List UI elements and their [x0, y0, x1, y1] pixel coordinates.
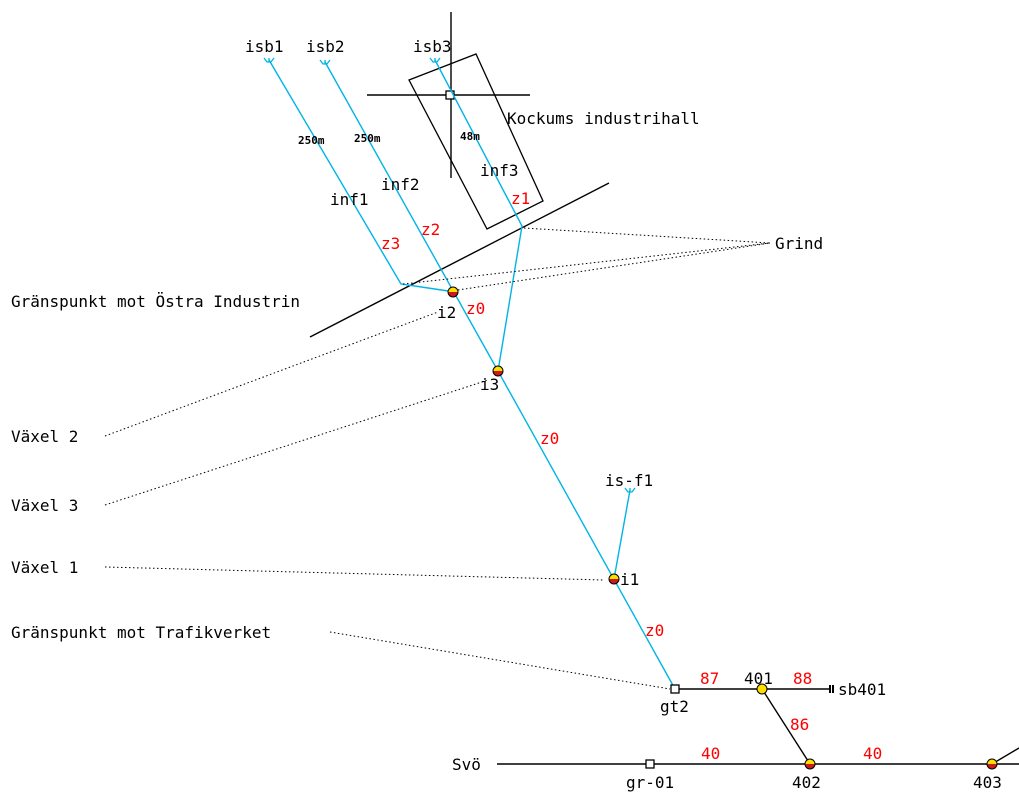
label-isb2: isb2	[306, 37, 345, 56]
section-40-left: 40	[701, 744, 720, 763]
buffer-stop-isb3	[429, 57, 441, 63]
industrial-hall-outline	[408, 53, 544, 230]
switch-i1	[608, 573, 620, 585]
leader-grind-2	[402, 242, 771, 285]
buffer-stop-isb2	[319, 59, 331, 65]
annotation-switch1: Växel 1	[11, 558, 78, 577]
label-i3: i3	[480, 375, 499, 394]
leader-switch3	[104, 379, 489, 506]
border-marker-gr01	[645, 759, 655, 769]
buffer-stop-sb401	[829, 685, 834, 693]
zone-z0-lower: z0	[645, 621, 664, 640]
track-isb1	[268, 59, 456, 293]
label-isb3: isb3	[413, 37, 452, 56]
label-svo: Svö	[452, 755, 481, 774]
track-main-industry	[497, 370, 676, 690]
section-40-right: 40	[863, 744, 882, 763]
annotation-switch3: Växel 3	[11, 496, 78, 515]
annotation-border-trv: Gränspunkt mot Trafikverket	[11, 623, 271, 642]
leader-border-trv	[329, 631, 671, 690]
distance-isb1: 250m	[298, 134, 325, 147]
track-is-f1	[613, 489, 631, 580]
switch-i3	[492, 365, 504, 377]
label-402: 402	[792, 773, 821, 792]
switch-403	[986, 758, 998, 770]
distance-isb3: 48m	[460, 130, 480, 143]
label-is-f1: is-f1	[605, 471, 653, 490]
annotation-switch2: Växel 2	[11, 427, 78, 446]
label-inf3: inf3	[480, 161, 519, 180]
annotation-grind: Grind	[775, 234, 823, 253]
section-88: 88	[793, 669, 812, 688]
leader-grind-1	[523, 227, 771, 244]
leader-switch1	[104, 566, 605, 581]
track-isb2	[324, 61, 499, 372]
label-isb1: isb1	[245, 37, 284, 56]
label-403: 403	[973, 773, 1002, 792]
section-86: 86	[790, 715, 809, 734]
switch-i2	[447, 286, 459, 298]
section-87: 87	[700, 669, 719, 688]
switch-401	[756, 683, 768, 695]
track-86	[761, 688, 811, 765]
zone-z0-middle: z0	[540, 429, 559, 448]
track-isb3	[434, 59, 523, 372]
zone-z0-upper: z0	[466, 299, 485, 318]
label-sb401: sb401	[838, 680, 886, 699]
buffer-stop-is-f1	[624, 487, 636, 493]
label-gr01: gr-01	[626, 773, 674, 792]
boundary-line	[309, 182, 610, 338]
annotation-border-east: Gränspunkt mot Östra Industrin	[11, 292, 300, 311]
leader-switch2	[104, 311, 439, 437]
distance-isb2: 250m	[354, 132, 381, 145]
label-inf2: inf2	[381, 175, 420, 194]
label-inf1: inf1	[330, 190, 369, 209]
zone-z3: z3	[381, 234, 400, 253]
leader-grind-3	[457, 242, 771, 291]
label-i2: i2	[437, 303, 456, 322]
zone-z1: z1	[511, 189, 530, 208]
buffer-stop-isb1	[263, 57, 275, 63]
label-401: 401	[744, 669, 773, 688]
label-i1: i1	[620, 570, 639, 589]
annotation-hall: Kockums industrihall	[507, 109, 700, 128]
switch-402	[804, 758, 816, 770]
border-marker-gt2	[670, 684, 680, 694]
label-gt2: gt2	[660, 697, 689, 716]
zone-z2: z2	[421, 220, 440, 239]
